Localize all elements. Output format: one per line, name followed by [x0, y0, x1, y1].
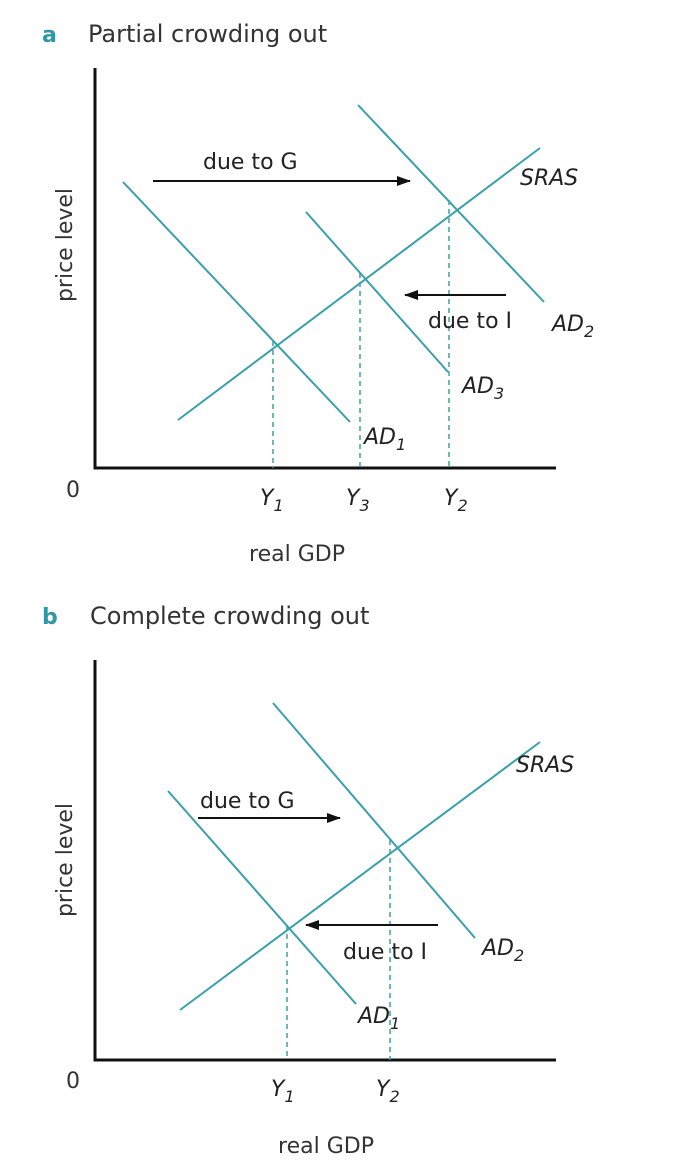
panel-a-y1-label: Y1: [260, 486, 284, 515]
panel-b-ad1-curve: [167, 790, 357, 1005]
panel-a-ad2-curve: [357, 104, 545, 303]
panel-b-ad2-curve: [272, 702, 476, 939]
panel-b-y2-label: Y2: [376, 1077, 400, 1106]
panel-b-sras-curve: [179, 741, 541, 1011]
panel-a-x-axis-title: real GDP: [249, 542, 345, 567]
panel-a-y3-label: Y3: [346, 486, 370, 515]
panel-a-sras-curve: [177, 147, 541, 421]
panel-b-x-axis-title: real GDP: [278, 1134, 374, 1159]
panel-a-sras-label: SRAS: [520, 166, 578, 191]
panel-b-y1-label: Y1: [271, 1077, 295, 1106]
panel-b-y-axis-title: price level: [53, 803, 78, 917]
panel-a-title: Partial crowding out: [88, 20, 327, 48]
panel-a-arrow-i-label: due to I: [428, 309, 512, 334]
panel-b-title: Complete crowding out: [90, 602, 369, 630]
panel-a-y-axis-title: price level: [53, 188, 78, 302]
panel-b-ad1-label: AD1: [356, 1004, 400, 1033]
panel-a-ad3-curve: [305, 211, 449, 373]
panel-b: b Complete crowding out 0 price level re…: [42, 602, 574, 1159]
panel-a-ad1-curve: [122, 181, 351, 423]
panel-b-sras-label: SRAS: [516, 753, 574, 778]
panel-b-axes: [93, 660, 556, 1062]
panel-a-letter: a: [42, 23, 57, 48]
panel-b-letter: b: [42, 605, 58, 630]
panel-a-ad2-label: AD2: [550, 312, 594, 341]
panel-b-origin: 0: [66, 1069, 80, 1094]
panel-b-arrow-g-label: due to G: [200, 789, 295, 814]
panel-a-axes: [93, 68, 556, 470]
panel-b-arrow-i-label: due to I: [343, 940, 427, 965]
panel-a-arrow-g-label: due to G: [203, 150, 298, 175]
panel-a-origin: 0: [66, 478, 80, 503]
panel-b-ad2-label: AD2: [480, 936, 524, 965]
panel-a-ad1-label: AD1: [362, 425, 406, 454]
panel-a-y2-label: Y2: [444, 486, 468, 515]
panel-a-ad3-label: AD3: [460, 374, 504, 403]
panel-a: a Partial crowding out 0 price level rea…: [42, 20, 594, 567]
